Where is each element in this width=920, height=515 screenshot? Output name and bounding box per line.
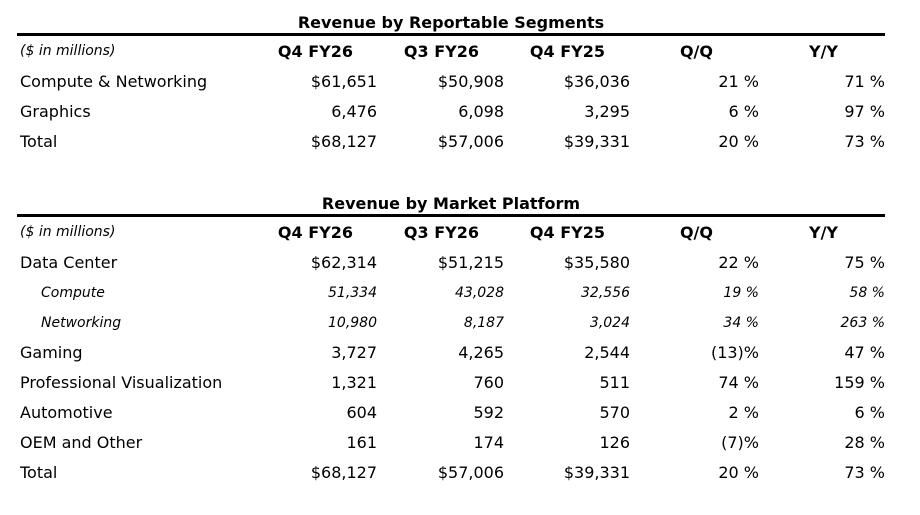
platform-table: Revenue by Market Platform ($ in million…: [17, 193, 885, 488]
cell-q4-fy26: 10,980: [328, 315, 377, 331]
cell-yy: 58 %: [849, 285, 885, 301]
cell-yy: 6 %: [854, 403, 885, 422]
cell-yy: 71 %: [844, 72, 885, 91]
table-row-sub: Compute 51,334 43,028 32,556 19 % 58 %: [17, 278, 885, 308]
cell-q4-fy26: 51,334: [328, 285, 377, 301]
cell-qq: 21 %: [718, 72, 759, 91]
table-row-total: Total $68,127 $57,006 $39,331 20 % 73 %: [17, 458, 885, 488]
column-header-yy: Y/Y: [808, 223, 838, 242]
column-header-qq: Q/Q: [679, 223, 713, 242]
units-label: ($ in millions): [20, 43, 116, 59]
table-row: Automotive 604 592 570 2 % 6 %: [17, 398, 885, 428]
platform-title-rule: [17, 214, 885, 217]
table-row: Compute & Networking $61,651 $50,908 $36…: [17, 67, 885, 97]
units-label: ($ in millions): [20, 224, 116, 240]
cell-q4-fy25: 32,556: [581, 285, 630, 301]
column-header-q3-fy26: Q3 FY26: [403, 42, 479, 61]
cell-q4-fy26: 1,321: [331, 373, 377, 392]
table-row: Professional Visualization 1,321 760 511…: [17, 368, 885, 398]
row-label: Networking: [41, 315, 122, 331]
cell-qq: (7)%: [721, 433, 759, 452]
segments-table-title: Revenue by Reportable Segments: [297, 13, 605, 32]
cell-q4-fy25: $36,036: [563, 72, 630, 91]
cell-q4-fy26: 6,476: [331, 102, 377, 121]
platform-table-title: Revenue by Market Platform: [321, 194, 581, 213]
cell-q4-fy26: $68,127: [310, 132, 377, 151]
cell-q3-fy26: $51,215: [437, 253, 504, 272]
cell-q4-fy26: 604: [346, 403, 377, 422]
cell-q4-fy25: 3,295: [584, 102, 630, 121]
cell-yy: 47 %: [844, 343, 885, 362]
cell-q3-fy26: 8,187: [463, 315, 504, 331]
cell-qq: 34 %: [723, 315, 759, 331]
cell-q4-fy25: $35,580: [563, 253, 630, 272]
row-label: Compute & Networking: [20, 72, 208, 91]
cell-qq: 20 %: [718, 132, 759, 151]
row-label: Gaming: [20, 343, 83, 362]
cell-q3-fy26: $57,006: [437, 463, 504, 482]
table-row-sub: Networking 10,980 8,187 3,024 34 % 263 %: [17, 308, 885, 338]
segments-title-rule: [17, 33, 885, 36]
cell-yy: 73 %: [844, 132, 885, 151]
table-row: Gaming 3,727 4,265 2,544 (13)% 47 %: [17, 338, 885, 368]
cell-qq: 22 %: [718, 253, 759, 272]
cell-q3-fy26: 6,098: [458, 102, 504, 121]
cell-q4-fy26: 161: [346, 433, 377, 452]
cell-qq: 6 %: [728, 102, 759, 121]
column-header-qq: Q/Q: [679, 42, 713, 61]
row-label: Total: [20, 132, 58, 151]
column-header-q4-fy26: Q4 FY26: [277, 42, 353, 61]
row-label: Total: [20, 463, 58, 482]
cell-q4-fy25: $39,331: [563, 132, 630, 151]
cell-q4-fy25: 126: [599, 433, 630, 452]
cell-q4-fy25: 2,544: [584, 343, 630, 362]
cell-q3-fy26: 592: [473, 403, 504, 422]
cell-q4-fy25: 511: [599, 373, 630, 392]
cell-qq: 74 %: [718, 373, 759, 392]
cell-qq: 2 %: [728, 403, 759, 422]
row-label: Professional Visualization: [20, 373, 223, 392]
row-label: Automotive: [20, 403, 113, 422]
cell-yy: 73 %: [844, 463, 885, 482]
row-label: OEM and Other: [20, 433, 143, 452]
cell-q3-fy26: 760: [473, 373, 504, 392]
cell-yy: 159 %: [834, 373, 885, 392]
platform-header-row: ($ in millions) Q4 FY26 Q3 FY26 Q4 FY25 …: [17, 217, 885, 248]
segments-table: Revenue by Reportable Segments ($ in mil…: [17, 12, 885, 157]
table-row: Graphics 6,476 6,098 3,295 6 % 97 %: [17, 97, 885, 127]
table-row-total: Total $68,127 $57,006 $39,331 20 % 73 %: [17, 127, 885, 157]
row-label: Compute: [41, 285, 105, 301]
row-label: Data Center: [20, 253, 118, 272]
cell-qq: (13)%: [710, 343, 759, 362]
table-row: Data Center $62,314 $51,215 $35,580 22 %…: [17, 248, 885, 278]
cell-q3-fy26: 4,265: [458, 343, 504, 362]
cell-q4-fy25: 3,024: [589, 315, 630, 331]
cell-q4-fy26: 3,727: [331, 343, 377, 362]
cell-q4-fy25: $39,331: [563, 463, 630, 482]
cell-q4-fy25: 570: [599, 403, 630, 422]
cell-q4-fy26: $68,127: [310, 463, 377, 482]
cell-q4-fy26: $62,314: [310, 253, 377, 272]
cell-yy: 263 %: [840, 315, 885, 331]
table-row: OEM and Other 161 174 126 (7)% 28 %: [17, 428, 885, 458]
cell-yy: 97 %: [844, 102, 885, 121]
cell-q3-fy26: $57,006: [437, 132, 504, 151]
cell-q3-fy26: 174: [473, 433, 504, 452]
column-header-q4-fy25: Q4 FY25: [529, 223, 605, 242]
cell-qq: 19 %: [723, 285, 759, 301]
cell-qq: 20 %: [718, 463, 759, 482]
row-label: Graphics: [20, 102, 91, 121]
segments-header-row: ($ in millions) Q4 FY26 Q3 FY26 Q4 FY25 …: [17, 36, 885, 67]
column-header-q3-fy26: Q3 FY26: [403, 223, 479, 242]
cell-q4-fy26: $61,651: [310, 72, 377, 91]
column-header-q4-fy26: Q4 FY26: [277, 223, 353, 242]
column-header-q4-fy25: Q4 FY25: [529, 42, 605, 61]
cell-yy: 28 %: [844, 433, 885, 452]
column-header-yy: Y/Y: [808, 42, 838, 61]
cell-q3-fy26: $50,908: [437, 72, 504, 91]
cell-yy: 75 %: [844, 253, 885, 272]
cell-q3-fy26: 43,028: [455, 285, 504, 301]
